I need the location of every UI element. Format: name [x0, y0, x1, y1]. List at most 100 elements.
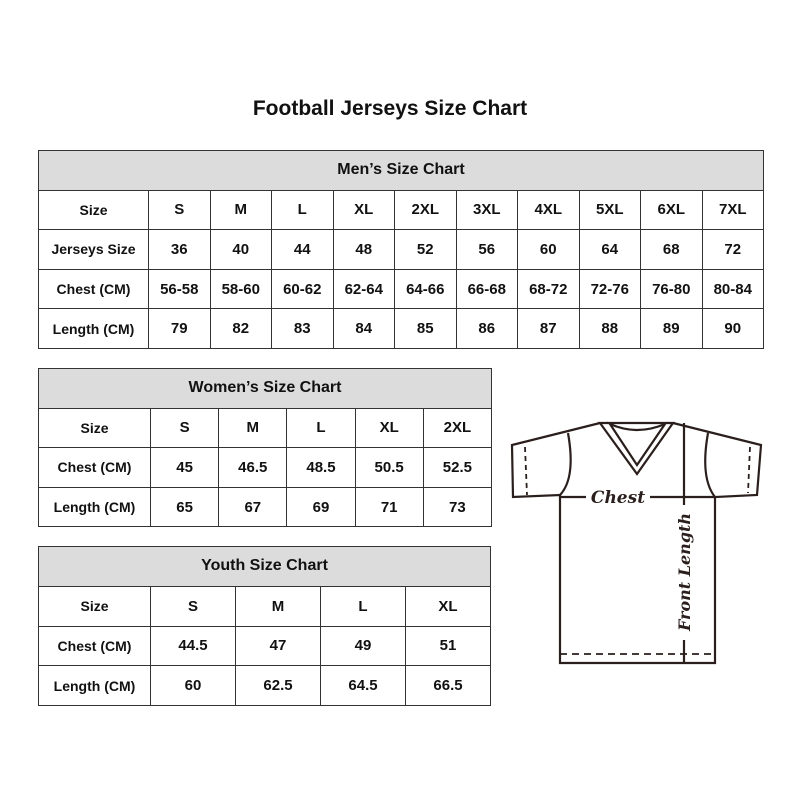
table-cell: 66.5 — [405, 665, 491, 707]
table-cell: 72-76 — [578, 268, 641, 310]
table-row: Size S M L XL — [38, 585, 491, 627]
table-cell: 47 — [235, 625, 321, 667]
table-cell: 56-58 — [148, 268, 211, 310]
front-length-label: Front Length — [675, 513, 694, 632]
table-cell: 2XL — [422, 407, 493, 449]
row-label: Chest (CM) — [38, 625, 151, 667]
table-row: Size S M L XL 2XL 3XL 4XL 5XL 6XL 7XL — [38, 189, 764, 231]
table-cell: 7XL — [701, 189, 764, 231]
row-label: Size — [38, 189, 149, 231]
row-label: Chest (CM) — [38, 268, 149, 310]
table-cell: 64-66 — [394, 268, 457, 310]
table-cell: 76-80 — [640, 268, 703, 310]
table-cell: 79 — [148, 308, 211, 349]
table-row: Chest (CM) 45 46.5 48.5 50.5 52.5 — [38, 447, 493, 488]
left-armhole — [559, 432, 572, 496]
table-cell: 67 — [218, 486, 288, 528]
table-cell: 3XL — [455, 189, 518, 231]
table-cell: 5XL — [578, 189, 641, 231]
table-cell: 46.5 — [218, 447, 288, 488]
jersey-outline — [510, 421, 763, 665]
chest-label: Chest — [591, 488, 645, 508]
table-cell: 82 — [209, 308, 272, 349]
table-cell: 71 — [354, 486, 424, 528]
row-label: Size — [38, 585, 151, 627]
table-cell: 56 — [455, 229, 518, 270]
table-cell: 64 — [578, 229, 641, 270]
table-cell: S — [150, 585, 236, 627]
row-label: Jerseys Size — [38, 229, 149, 270]
table-cell: L — [286, 407, 356, 449]
table-cell: 84 — [332, 308, 395, 349]
table-cell: 87 — [517, 308, 580, 349]
row-label: Chest (CM) — [38, 447, 151, 488]
women-table-heading: Women’s Size Chart — [38, 368, 492, 409]
table-cell: 86 — [455, 308, 518, 349]
table-cell: 90 — [701, 308, 764, 349]
table-cell: 68 — [640, 229, 703, 270]
row-label: Length (CM) — [38, 665, 151, 707]
table-cell: L — [320, 585, 406, 627]
table-cell: XL — [405, 585, 491, 627]
table-cell: M — [209, 189, 272, 231]
table-cell: 60 — [150, 665, 236, 707]
table-cell: 44 — [271, 229, 334, 270]
table-cell: M — [235, 585, 321, 627]
table-cell: 48 — [332, 229, 395, 270]
table-cell: 62.5 — [235, 665, 321, 707]
table-cell: 2XL — [394, 189, 457, 231]
table-cell: 48.5 — [286, 447, 356, 488]
right-armhole — [704, 432, 716, 498]
table-row: Chest (CM) 56-58 58-60 60-62 62-64 64-66 66-68… — [38, 268, 764, 310]
jersey-diagram: Chest Front Length — [510, 421, 763, 665]
table-cell: 83 — [271, 308, 334, 349]
table-row: Chest (CM) 44.5 47 49 51 — [38, 625, 491, 667]
table-cell: S — [149, 407, 220, 449]
table-cell: 6XL — [640, 189, 703, 231]
table-cell: XL — [354, 407, 424, 449]
row-label: Size — [38, 407, 151, 449]
table-cell: 60-62 — [271, 268, 334, 310]
table-cell: 80-84 — [701, 268, 764, 310]
table-cell: 4XL — [517, 189, 580, 231]
table-cell: 85 — [394, 308, 457, 349]
table-row: Size S M L XL 2XL — [38, 407, 493, 449]
table-cell: 65 — [149, 486, 220, 528]
collar-inner — [607, 421, 669, 467]
table-cell: 62-64 — [332, 268, 395, 310]
table-cell: S — [148, 189, 211, 231]
table-cell: 73 — [422, 486, 493, 528]
table-cell: 50.5 — [354, 447, 424, 488]
mens-size-table: Men’s Size Chart Size S M L XL 2XL 3XL 4XL 5XL 6XL… — [38, 150, 764, 349]
table-row: Length (CM) 60 62.5 64.5 66.5 — [38, 665, 491, 707]
table-cell: 36 — [148, 229, 211, 270]
table-cell: 49 — [320, 625, 406, 667]
table-cell: 88 — [578, 308, 641, 349]
table-row: Jerseys Size 36 40 44 48 52 56 60 64 68 72 — [38, 229, 764, 270]
youth-size-table: Youth Size Chart Size S M L XL Chest (CM) 44.5 4… — [38, 546, 491, 707]
table-cell: 72 — [701, 229, 764, 270]
table-cell: 64.5 — [320, 665, 406, 707]
table-cell: 52 — [394, 229, 457, 270]
table-cell: 69 — [286, 486, 356, 528]
table-cell: 44.5 — [150, 625, 236, 667]
table-cell: 60 — [517, 229, 580, 270]
table-cell: 66-68 — [455, 268, 518, 310]
table-cell: XL — [332, 189, 395, 231]
table-cell: 68-72 — [517, 268, 580, 310]
womens-size-table: Women’s Size Chart Size S M L XL 2XL Chest (CM)… — [38, 368, 493, 528]
sleeve-hem-left — [524, 446, 528, 496]
page-title: Football Jerseys Size Chart — [252, 97, 528, 120]
row-label: Length (CM) — [38, 308, 149, 349]
youth-table-heading: Youth Size Chart — [38, 546, 491, 587]
row-label: Length (CM) — [38, 486, 151, 528]
collar-outer — [597, 421, 676, 476]
table-cell: 52.5 — [422, 447, 493, 488]
table-cell: 45 — [149, 447, 220, 488]
table-cell: 51 — [405, 625, 491, 667]
table-row: Length (CM) 65 67 69 71 73 — [38, 486, 493, 528]
table-row: Length (CM) 79 82 83 84 85 86 87 88 89 90 — [38, 308, 764, 349]
table-cell: 58-60 — [209, 268, 272, 310]
table-cell: 40 — [209, 229, 272, 270]
table-cell: 89 — [640, 308, 703, 349]
